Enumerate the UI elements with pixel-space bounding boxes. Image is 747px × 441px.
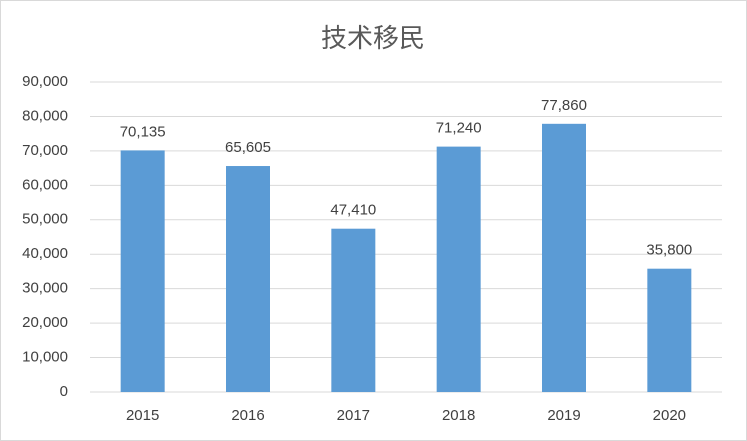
x-tick-label: 2015	[126, 407, 159, 424]
y-tick-label: 70,000	[22, 142, 68, 159]
x-tick-label: 2018	[442, 407, 475, 424]
y-tick-label: 60,000	[22, 176, 68, 193]
x-tick-label: 2020	[653, 407, 686, 424]
data-label: 35,800	[646, 242, 692, 259]
y-tick-label: 0	[60, 383, 68, 400]
x-tick-label: 2017	[337, 407, 370, 424]
y-tick-label: 50,000	[22, 211, 68, 228]
bar	[120, 150, 165, 392]
data-label: 47,410	[330, 202, 376, 219]
y-tick-label: 20,000	[22, 314, 68, 331]
data-label: 77,860	[541, 97, 587, 114]
x-tick-label: 2016	[231, 407, 264, 424]
y-tick-label: 10,000	[22, 349, 68, 366]
bar	[436, 146, 481, 392]
data-label: 65,605	[225, 139, 271, 156]
bar	[542, 123, 586, 392]
y-tick-label: 30,000	[22, 280, 68, 297]
y-tick-label: 40,000	[22, 245, 68, 262]
y-tick-label: 80,000	[22, 107, 68, 124]
data-label: 71,240	[436, 120, 482, 137]
bar	[226, 166, 270, 392]
x-tick-label: 2019	[547, 407, 580, 424]
bar	[647, 268, 692, 392]
data-label: 70,135	[120, 123, 166, 140]
chart-title: 技术移民	[321, 23, 425, 53]
y-tick-label: 90,000	[22, 73, 68, 90]
bar	[331, 228, 376, 392]
